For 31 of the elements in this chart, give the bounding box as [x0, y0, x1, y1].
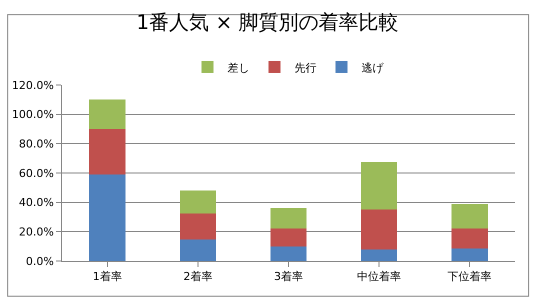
bar: [89, 129, 126, 174]
bar: [452, 204, 488, 229]
x-tick-label: 下位着率: [448, 270, 492, 284]
y-tick-label: 100.0%: [12, 108, 54, 122]
bar: [452, 228, 488, 249]
y-tick-label: 60.0%: [18, 166, 54, 180]
legend-label: 差し: [228, 61, 250, 74]
chart-title: 1番人気 × 脚質別の着率比較: [136, 10, 399, 34]
bar: [180, 240, 216, 261]
bar: [270, 208, 307, 229]
bar: [180, 190, 216, 214]
x-tick-label: 中位着率: [357, 270, 402, 284]
y-tick-label: 120.0%: [12, 78, 54, 92]
bar: [360, 162, 398, 210]
legend-label: 先行: [294, 61, 316, 74]
bar: [452, 248, 488, 261]
x-tick-label: 1着率: [92, 270, 122, 284]
y-tick-label: 40.0%: [18, 196, 54, 210]
x-tick-label: 2着率: [183, 270, 212, 284]
bar: [180, 213, 216, 240]
bar: [89, 174, 126, 261]
y-tick-label: 20.0%: [18, 226, 54, 239]
bar: [360, 249, 398, 261]
y-tick-label: 0.0%: [26, 254, 54, 268]
x-tick-label: 3着率: [274, 270, 303, 284]
legend-label: 逃げ: [362, 61, 384, 74]
y-tick-label: 80.0%: [18, 138, 54, 151]
bar: [270, 228, 307, 246]
bar: [360, 210, 398, 250]
bar: [89, 100, 126, 129]
bar: [270, 246, 307, 261]
